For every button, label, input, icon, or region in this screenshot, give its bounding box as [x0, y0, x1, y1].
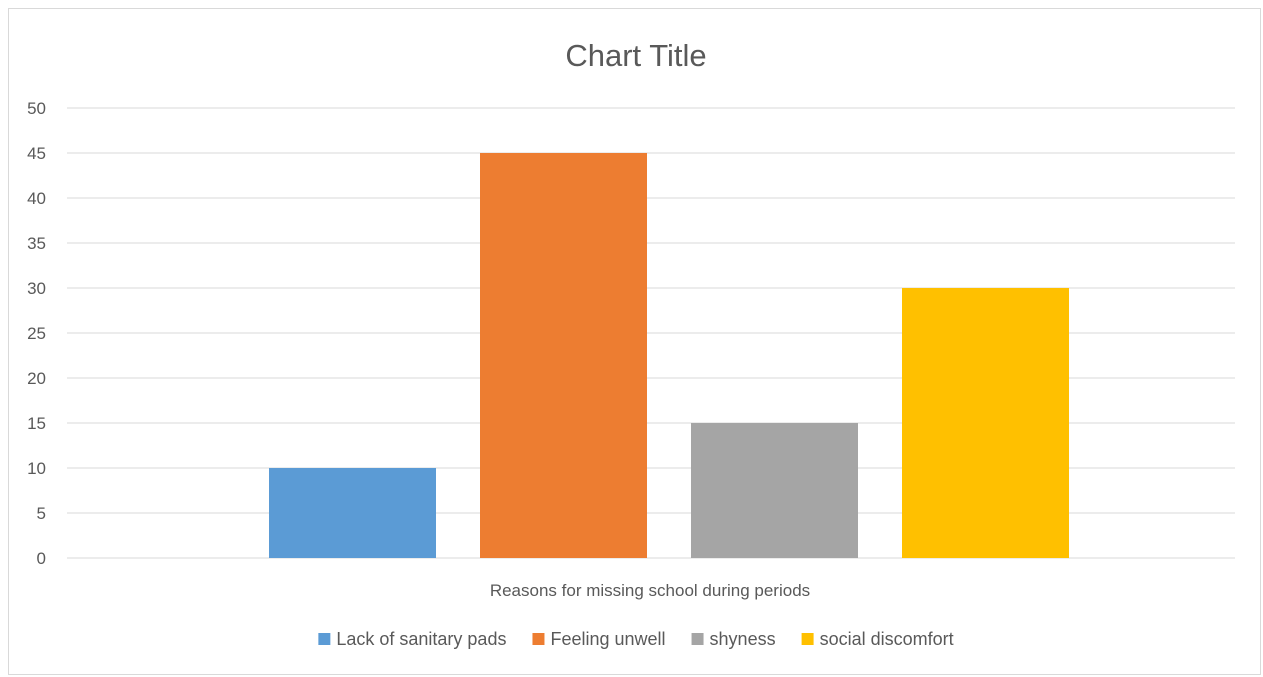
legend-swatch-social-discomfort: [801, 633, 814, 645]
y-tick-label: 25: [27, 324, 46, 343]
y-axis-ticks: 0 5 10 15 20 25 30 35 40 45 50: [27, 99, 46, 568]
chart-title: Chart Title: [565, 38, 706, 73]
bar-feeling-unwell: [480, 153, 647, 558]
bar-social-discomfort: [902, 288, 1069, 558]
bar-shyness: [691, 423, 858, 558]
y-tick-label: 5: [37, 504, 46, 523]
y-tick-label: 45: [27, 144, 46, 163]
y-tick-label: 10: [27, 459, 46, 478]
y-tick-label: 40: [27, 189, 46, 208]
bar-lack-of-sanitary-pads: [269, 468, 436, 558]
y-tick-label: 35: [27, 234, 46, 253]
y-tick-label: 0: [37, 549, 46, 568]
legend-label-lack-of-sanitary-pads: Lack of sanitary pads: [336, 629, 506, 649]
legend-label-shyness: shyness: [710, 629, 776, 649]
legend-label-feeling-unwell: Feeling unwell: [550, 629, 665, 649]
bars: [269, 153, 1069, 558]
legend-swatch-feeling-unwell: [532, 633, 545, 645]
legend-swatch-shyness: [691, 633, 704, 645]
y-tick-label: 15: [27, 414, 46, 433]
legend-swatch-lack-of-sanitary-pads: [318, 633, 331, 645]
y-tick-label: 30: [27, 279, 46, 298]
y-tick-label: 20: [27, 369, 46, 388]
legend-label-social-discomfort: social discomfort: [820, 629, 954, 649]
x-axis-title: Reasons for missing school during period…: [490, 581, 810, 600]
y-tick-label: 50: [27, 99, 46, 118]
legend: Lack of sanitary pads Feeling unwell shyne…: [318, 629, 954, 649]
